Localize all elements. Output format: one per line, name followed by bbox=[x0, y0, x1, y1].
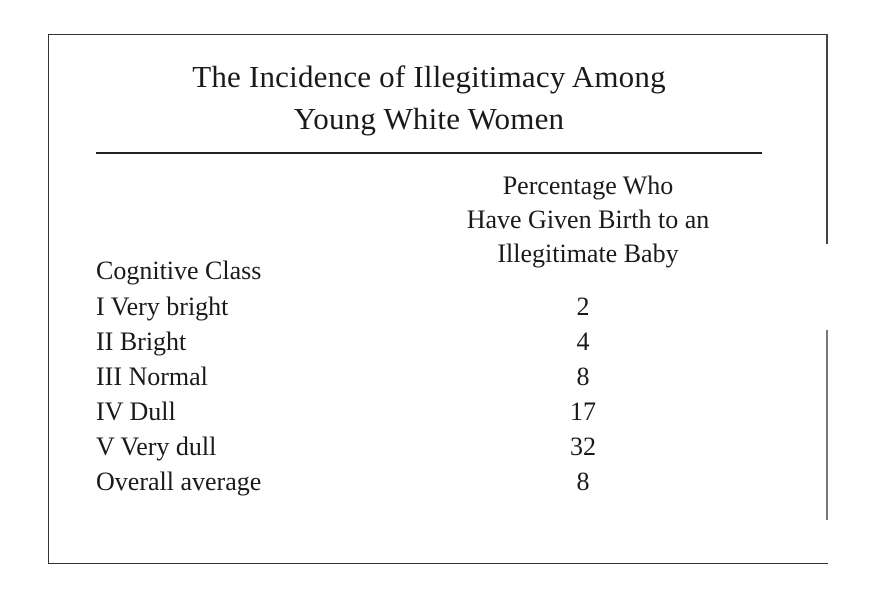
percentage-cell: 4 bbox=[576, 326, 590, 356]
cognitive-class-column-header: Cognitive Class bbox=[96, 256, 262, 285]
cognitive-class-cell: II Bright bbox=[96, 326, 187, 356]
pct-header-line-1: Percentage Who bbox=[502, 171, 674, 200]
table-row: I Very bright 2 bbox=[96, 289, 756, 324]
percentage-cell: 2 bbox=[576, 291, 590, 321]
table-row: IV Dull 17 bbox=[96, 394, 756, 429]
table-row: V Very dull 32 bbox=[96, 429, 756, 464]
percentage-column-header: Percentage Who Have Given Birth to an Il… bbox=[420, 169, 756, 271]
percentage-cell: 8 bbox=[576, 361, 590, 391]
percentage-cell: 32 bbox=[570, 431, 596, 461]
percentage-cell: 17 bbox=[570, 396, 596, 426]
table-row: II Bright 4 bbox=[96, 324, 756, 359]
percentage-cell: 8 bbox=[576, 466, 590, 496]
title-line-2: Young White Women bbox=[293, 101, 565, 136]
table-body: I Very bright 2 II Bright 4 III Normal 8… bbox=[96, 289, 756, 499]
cognitive-class-cell: I Very bright bbox=[96, 291, 229, 321]
cognitive-class-cell: Overall average bbox=[96, 466, 262, 496]
pct-header-line-3: Illegitimate Baby bbox=[497, 239, 679, 268]
title-divider bbox=[96, 152, 762, 154]
table-row: Overall average 8 bbox=[96, 464, 756, 499]
cognitive-class-cell: V Very dull bbox=[96, 431, 217, 461]
table-title: The Incidence of Illegitimacy Among Youn… bbox=[96, 56, 762, 140]
frame-right-edge-lower bbox=[826, 330, 828, 520]
cognitive-class-cell: IV Dull bbox=[96, 396, 176, 426]
frame-right-edge bbox=[826, 34, 828, 244]
table-frame bbox=[48, 34, 828, 564]
pct-header-line-2: Have Given Birth to an bbox=[466, 205, 710, 234]
cognitive-class-cell: III Normal bbox=[96, 361, 208, 391]
title-line-1: The Incidence of Illegitimacy Among bbox=[192, 59, 666, 94]
table-row: III Normal 8 bbox=[96, 359, 756, 394]
